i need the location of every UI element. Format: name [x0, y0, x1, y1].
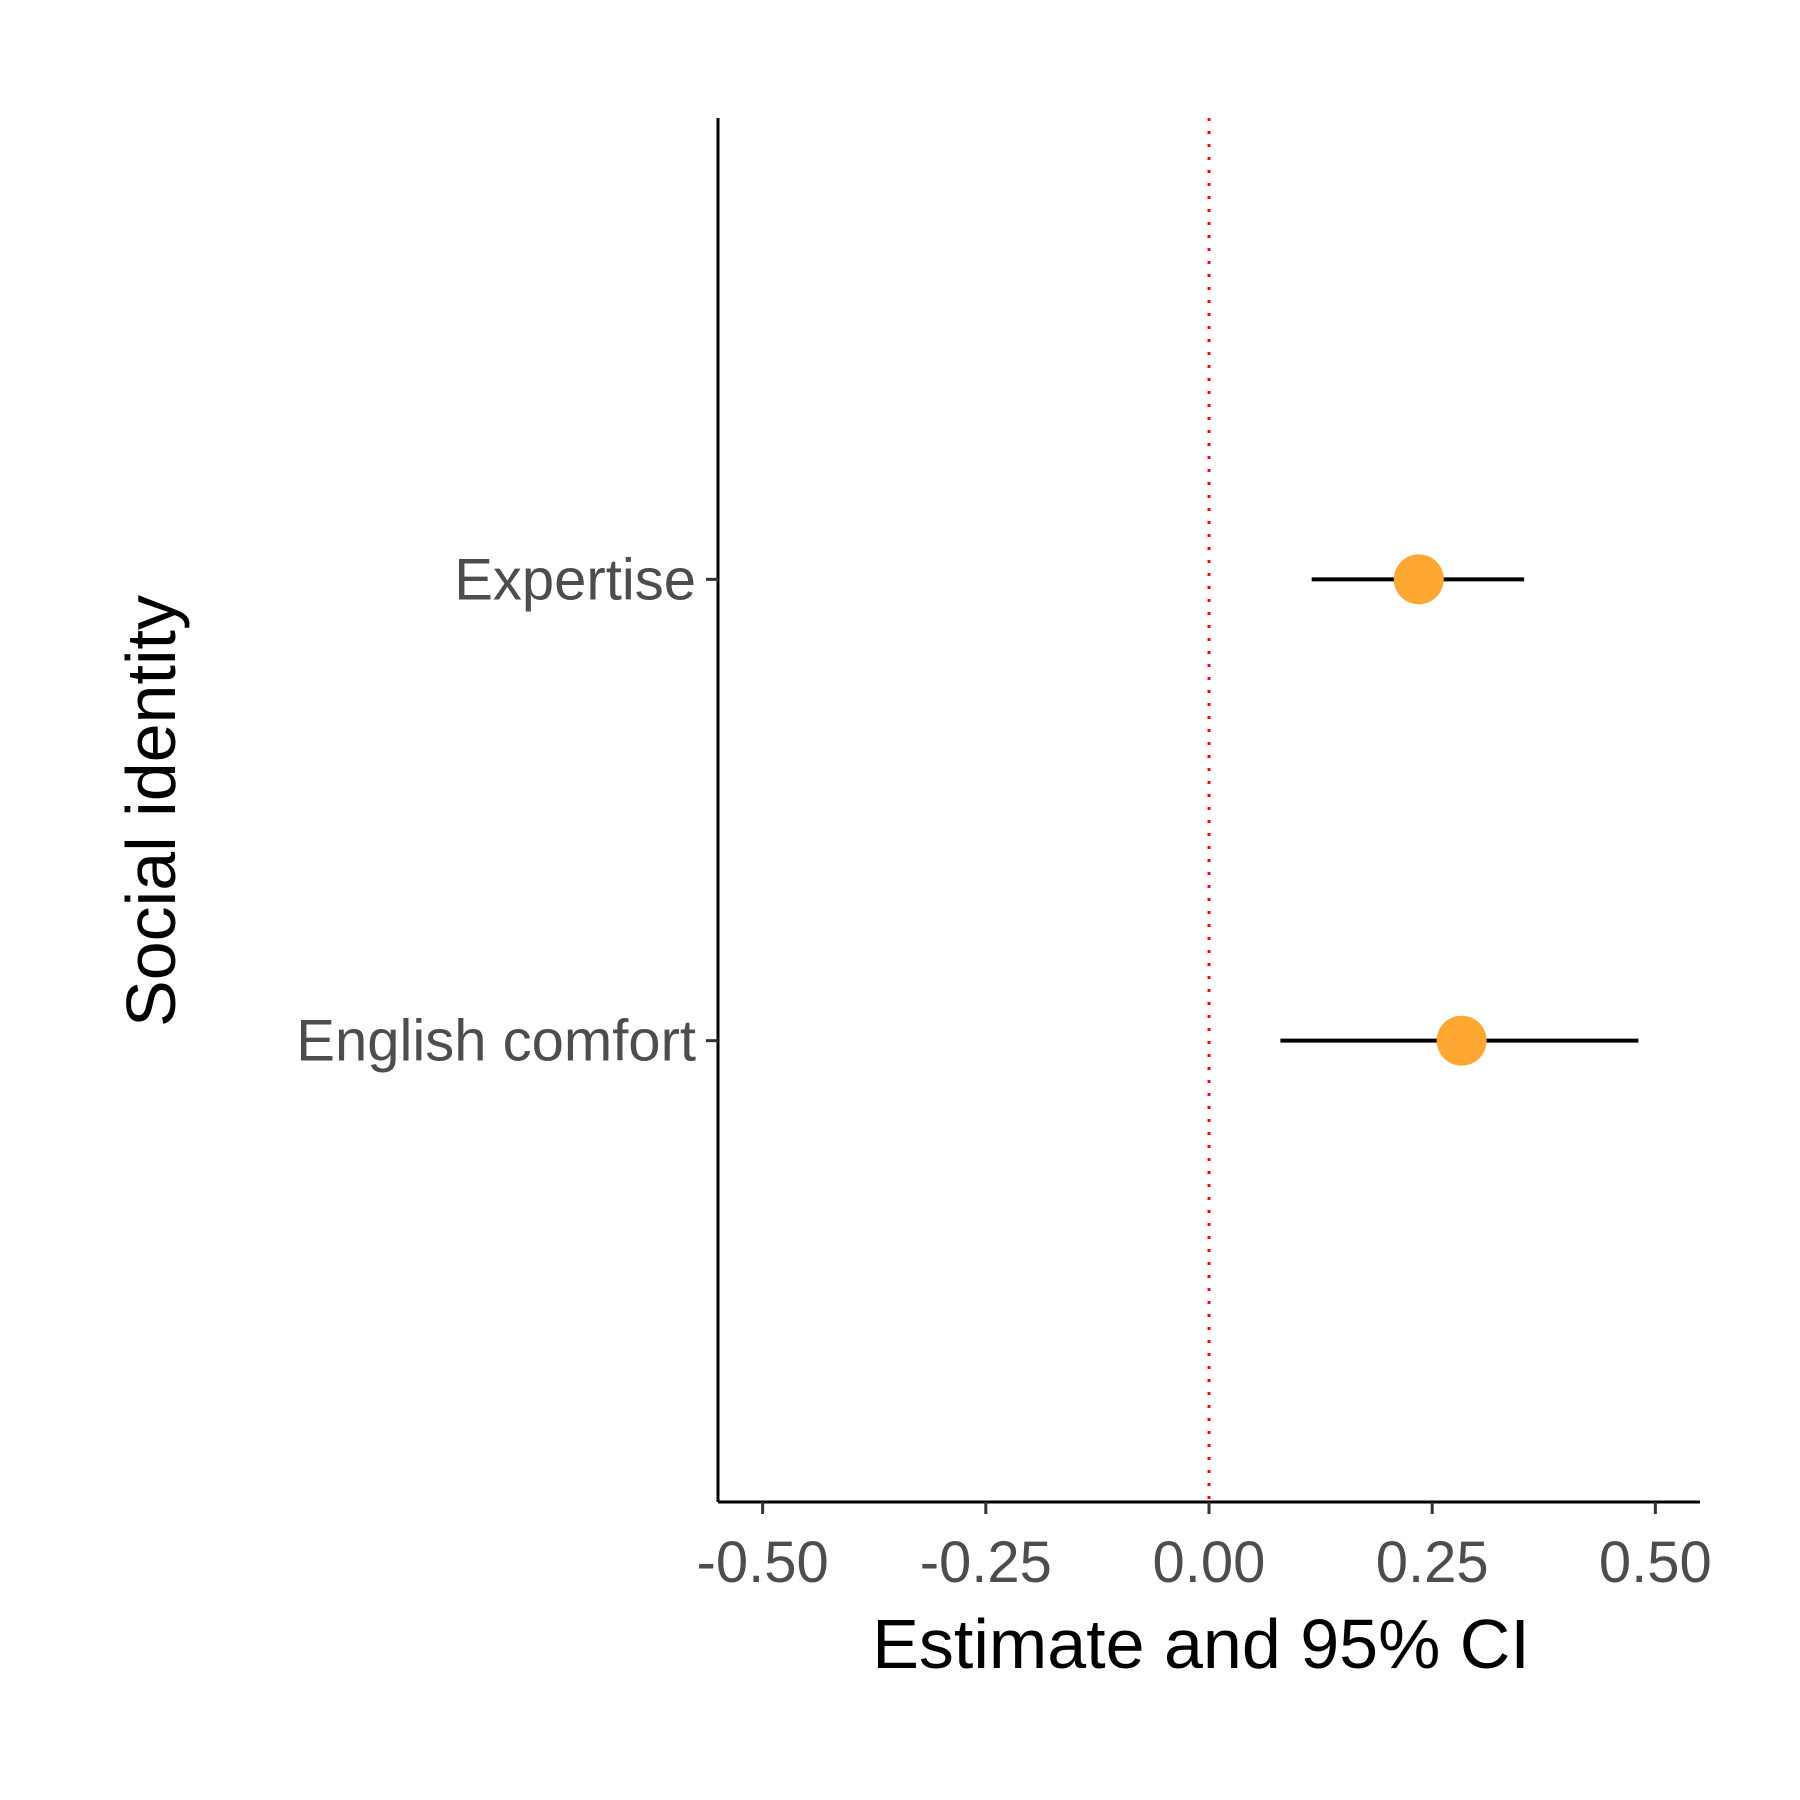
x-tick-label: 0.25: [1376, 1530, 1489, 1595]
estimate-point: [1436, 1015, 1487, 1066]
estimate-point: [1393, 554, 1444, 605]
x-tick-label: -0.25: [920, 1530, 1052, 1595]
x-tick-label: 0.50: [1599, 1530, 1712, 1595]
y-tick-label: English comfort: [296, 1009, 696, 1074]
x-tick-label: 0.00: [1153, 1530, 1266, 1595]
plot-marks: -0.50 -0.25 0.00 0.25 0.50 Expertise English c…: [296, 118, 1712, 1595]
x-tick-label: -0.50: [697, 1530, 829, 1595]
y-axis-title: Social identity: [112, 595, 190, 1027]
y-tick-label: Expertise: [454, 547, 696, 612]
x-axis-title: Estimate and 95% CI: [872, 1605, 1530, 1683]
